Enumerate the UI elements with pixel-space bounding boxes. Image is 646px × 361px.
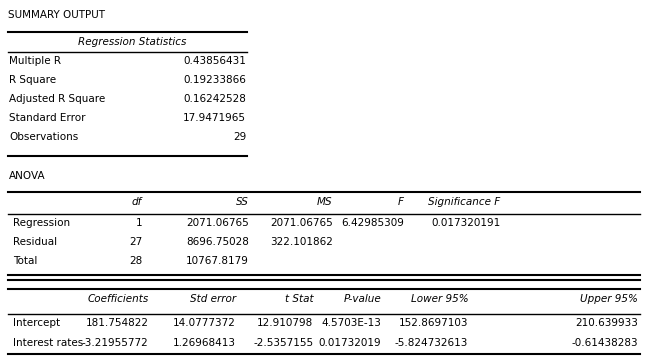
Text: 210.639933: 210.639933 (576, 318, 638, 329)
Text: 14.0777372: 14.0777372 (173, 318, 236, 329)
Text: -2.5357155: -2.5357155 (253, 338, 313, 348)
Text: 0.01732019: 0.01732019 (318, 338, 381, 348)
Text: 4.5703E-13: 4.5703E-13 (321, 318, 381, 329)
Text: SS: SS (236, 197, 249, 207)
Text: SUMMARY OUTPUT: SUMMARY OUTPUT (8, 10, 105, 20)
Text: MS: MS (317, 197, 333, 207)
Text: 1.26968413: 1.26968413 (172, 338, 236, 348)
Text: 0.16242528: 0.16242528 (183, 94, 246, 104)
Text: 17.9471965: 17.9471965 (183, 113, 246, 123)
Text: Residual: Residual (13, 237, 57, 247)
Text: 152.8697103: 152.8697103 (399, 318, 468, 329)
Text: 2071.06765: 2071.06765 (270, 218, 333, 228)
Text: Observations: Observations (9, 132, 78, 143)
Text: P-value: P-value (344, 294, 381, 304)
Text: 0.19233866: 0.19233866 (183, 75, 246, 85)
Text: R Square: R Square (9, 75, 56, 85)
Text: Coefficients: Coefficients (87, 294, 149, 304)
Text: Regression: Regression (13, 218, 70, 228)
Text: -0.61438283: -0.61438283 (572, 338, 638, 348)
Text: Interest rates: Interest rates (13, 338, 83, 348)
Text: 8696.75028: 8696.75028 (186, 237, 249, 247)
Text: Upper 95%: Upper 95% (580, 294, 638, 304)
Text: Std error: Std error (190, 294, 236, 304)
Text: 27: 27 (129, 237, 142, 247)
Text: 29: 29 (233, 132, 246, 143)
Text: 6.42985309: 6.42985309 (341, 218, 404, 228)
Text: Regression Statistics: Regression Statistics (78, 37, 187, 47)
Text: Significance F: Significance F (428, 197, 501, 207)
Text: 0.017320191: 0.017320191 (432, 218, 501, 228)
Text: t Stat: t Stat (285, 294, 313, 304)
Text: Lower 95%: Lower 95% (411, 294, 468, 304)
Text: ANOVA: ANOVA (9, 171, 46, 181)
Text: 322.101862: 322.101862 (270, 237, 333, 247)
Text: 28: 28 (129, 256, 142, 266)
Text: -3.21955772: -3.21955772 (82, 338, 149, 348)
Text: Intercept: Intercept (13, 318, 60, 329)
Text: 12.910798: 12.910798 (257, 318, 313, 329)
Text: Multiple R: Multiple R (9, 56, 61, 66)
Text: Total: Total (13, 256, 37, 266)
Text: 10767.8179: 10767.8179 (186, 256, 249, 266)
Text: 1: 1 (136, 218, 142, 228)
Text: 2071.06765: 2071.06765 (186, 218, 249, 228)
Text: 0.43856431: 0.43856431 (183, 56, 246, 66)
Text: -5.824732613: -5.824732613 (395, 338, 468, 348)
Text: Adjusted R Square: Adjusted R Square (9, 94, 105, 104)
Text: df: df (132, 197, 142, 207)
Text: F: F (398, 197, 404, 207)
Text: 181.754822: 181.754822 (85, 318, 149, 329)
Text: Standard Error: Standard Error (9, 113, 85, 123)
